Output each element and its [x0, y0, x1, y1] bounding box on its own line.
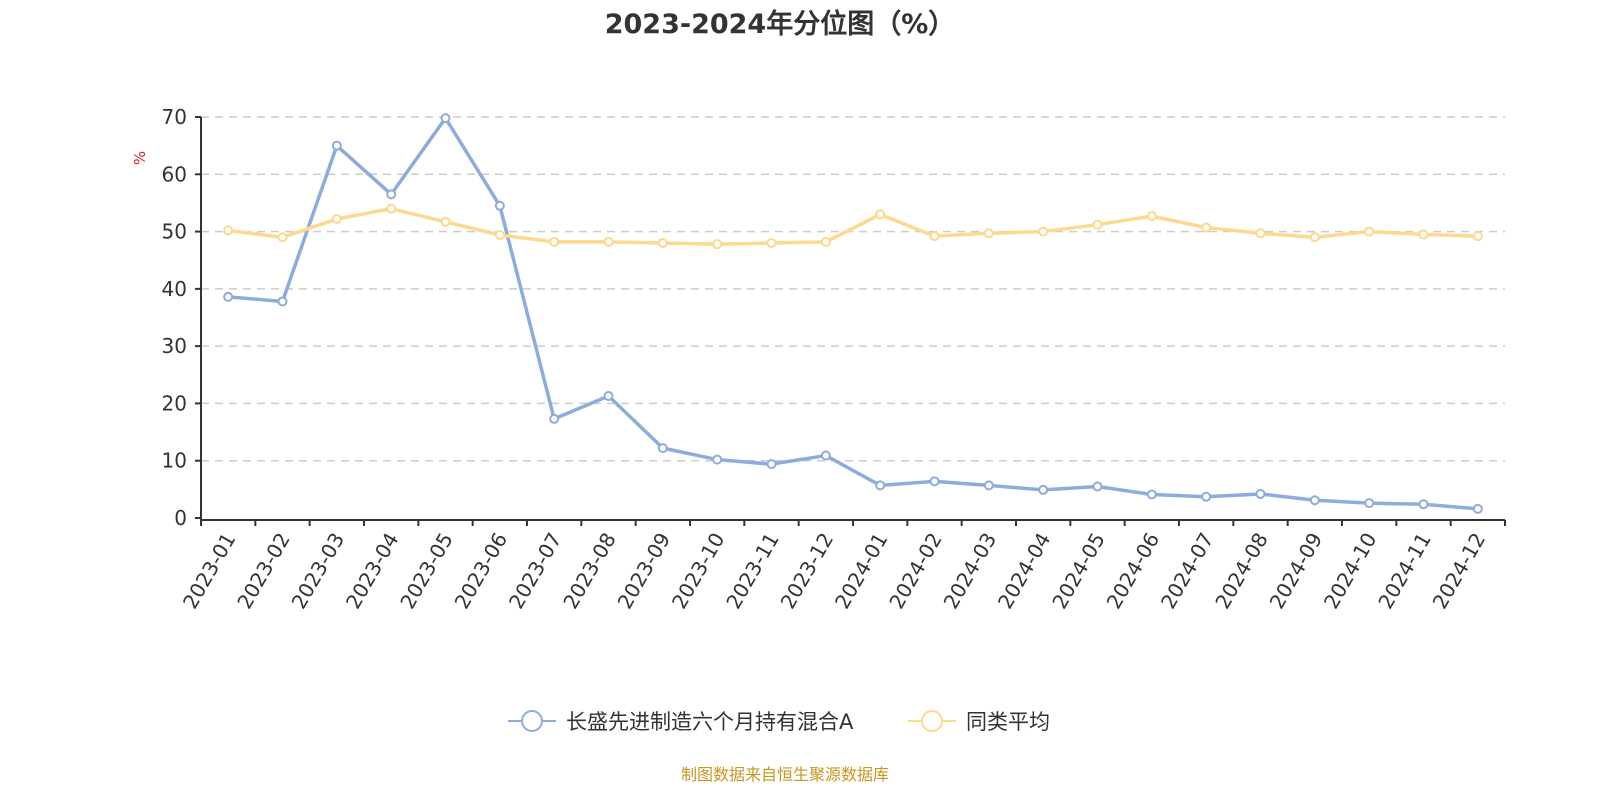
data-point: [657, 238, 668, 249]
y-axis-label: %: [131, 151, 149, 165]
data-point: [223, 225, 234, 236]
x-tick-label: 2024-06: [1102, 529, 1165, 613]
data-point: [440, 113, 451, 124]
data-point: [331, 140, 342, 151]
data-point: [929, 476, 940, 487]
data-point: [929, 231, 940, 242]
legend-circle-icon: [521, 710, 543, 732]
footer-source: 制图数据来自恒生聚源数据库: [681, 765, 889, 784]
data-point: [603, 390, 614, 401]
y-tick-label: 10: [162, 449, 187, 473]
data-point: [386, 189, 397, 200]
data-point: [1201, 222, 1212, 233]
data-point: [223, 291, 234, 302]
x-tick-label: 2023-07: [504, 529, 567, 613]
data-point: [983, 228, 994, 239]
y-tick-label: 20: [162, 391, 187, 415]
data-point: [1418, 499, 1429, 510]
data-point: [1038, 484, 1049, 495]
data-point: [440, 216, 451, 227]
data-point: [712, 454, 723, 465]
data-point: [494, 200, 505, 211]
x-tick-label: 2024-12: [1428, 529, 1491, 613]
data-point: [1364, 226, 1375, 237]
x-tick-label: 2023-05: [395, 529, 458, 613]
x-tick-label: 2023-02: [232, 529, 295, 613]
data-point: [820, 236, 831, 247]
data-point: [820, 450, 831, 461]
y-tick-label: 30: [162, 334, 187, 358]
data-point: [766, 459, 777, 470]
x-tick-label: 2023-09: [613, 529, 676, 613]
y-tick-label: 50: [162, 220, 187, 244]
series-line: [228, 116, 1478, 511]
legend-item[interactable]: 长盛先进制造六个月持有混合A: [508, 710, 854, 734]
x-tick-label: 2024-04: [993, 529, 1056, 613]
data-point: [712, 239, 723, 250]
legend-label: 同类平均: [966, 710, 1050, 734]
data-point: [1309, 232, 1320, 243]
data-point: [1201, 491, 1212, 502]
x-tick-label: 2023-10: [667, 529, 730, 613]
legend-label: 长盛先进制造六个月持有混合A: [566, 710, 854, 734]
x-tick-label: 2024-11: [1373, 529, 1436, 613]
data-point: [1309, 495, 1320, 506]
x-tick-label: 2023-11: [721, 529, 784, 613]
x-tick-label: 2024-07: [1156, 529, 1219, 613]
data-point: [1418, 229, 1429, 240]
data-point: [331, 213, 342, 224]
x-tick-label: 2023-03: [287, 529, 350, 613]
data-point: [657, 443, 668, 454]
x-tick-label: 2023-04: [341, 529, 404, 613]
data-point: [1146, 211, 1157, 222]
x-tick-label: 2024-02: [884, 529, 947, 613]
legend-item[interactable]: 同类平均: [908, 710, 1050, 734]
data-point: [1472, 231, 1483, 242]
y-tick-label: 40: [162, 277, 187, 301]
y-tick-label: 0: [174, 506, 187, 530]
x-tick-label: 2024-09: [1265, 529, 1328, 613]
x-tick-label: 2023-12: [776, 529, 839, 613]
x-tick-label: 2023-06: [450, 529, 513, 613]
data-point: [875, 480, 886, 491]
data-point: [549, 413, 560, 424]
y-tick-label: 60: [162, 162, 187, 186]
legend-circle-icon: [921, 710, 943, 732]
x-tick-label: 2024-10: [1319, 529, 1382, 613]
data-point: [875, 209, 886, 220]
data-point: [1092, 481, 1103, 492]
data-point: [277, 296, 288, 307]
data-point: [1364, 498, 1375, 509]
data-point: [386, 203, 397, 214]
data-point: [603, 236, 614, 247]
series-line: [227, 206, 1478, 246]
data-point: [549, 236, 560, 247]
data-point: [1255, 488, 1266, 499]
data-point: [1038, 226, 1049, 237]
data-point: [277, 232, 288, 243]
data-point: [1146, 489, 1157, 500]
data-point: [766, 238, 777, 249]
x-tick-label: 2024-08: [1210, 529, 1273, 613]
x-tick-label: 2023-01: [178, 529, 241, 613]
x-tick-label: 2024-01: [830, 529, 893, 613]
data-point: [983, 480, 994, 491]
x-tick-label: 2023-08: [558, 529, 621, 613]
chart-title: 2023-2024年分位图（%）: [605, 8, 956, 40]
y-tick-label: 70: [162, 105, 187, 129]
data-point: [1472, 503, 1483, 514]
data-point: [1092, 219, 1103, 230]
data-point: [494, 230, 505, 241]
x-tick-label: 2024-05: [1047, 529, 1110, 613]
x-tick-label: 2024-03: [939, 529, 1002, 613]
data-point: [1255, 228, 1266, 239]
